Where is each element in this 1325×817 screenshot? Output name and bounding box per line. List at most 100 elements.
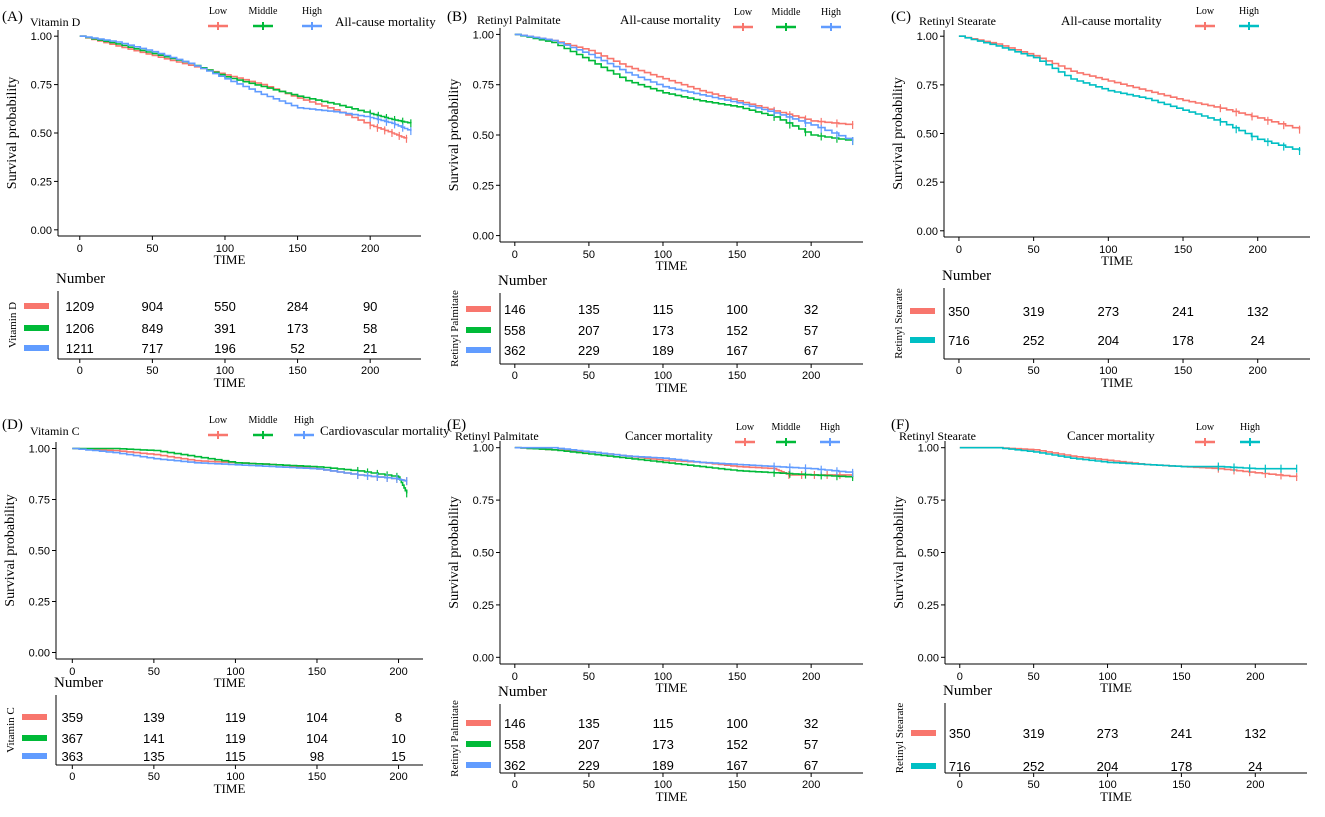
risk-table-x-tick-label: 200 (802, 779, 820, 791)
x-tick-label: 100 (654, 671, 672, 683)
y-tick-label: 0.00 (473, 652, 494, 664)
panel-variable: Retinyl Stearate (919, 14, 996, 28)
panel-outcome: Cancer mortality (625, 428, 713, 443)
legend-label: Low (1196, 6, 1215, 17)
risk-table-cell: 135 (143, 749, 165, 764)
y-tick-label: 0.50 (31, 128, 52, 140)
risk-table-x-tick-label: 50 (583, 779, 595, 791)
risk-table-cell: 119 (225, 731, 246, 746)
risk-table-color-key (910, 337, 935, 343)
survival-curve (958, 35, 1301, 151)
legend-label: High (294, 415, 314, 426)
risk-table-x-tick-label: 0 (957, 779, 963, 791)
risk-table-color-key (22, 753, 47, 759)
risk-table-cell: 716 (948, 333, 970, 348)
y-tick-label: 0.50 (918, 548, 939, 560)
panel-label: (B) (447, 9, 467, 25)
risk-table-cell: 849 (142, 321, 164, 336)
x-tick-label: 0 (512, 671, 518, 683)
y-tick-label: 1.00 (918, 443, 939, 455)
risk-table-cell: 52 (290, 341, 304, 356)
risk-table-cell: 57 (804, 323, 818, 338)
risk-table-cell: 21 (363, 341, 377, 356)
risk-table-y-title: Retinyl Palmitate (449, 290, 461, 367)
risk-table-x-tick-label: 50 (146, 365, 158, 377)
x-axis-title: TIME (656, 680, 688, 695)
x-tick-label: 200 (802, 249, 820, 261)
risk-table-cell: 904 (142, 299, 164, 314)
risk-table-x-tick-label: 50 (148, 771, 160, 783)
risk-table-x-tick-label: 100 (654, 779, 672, 791)
risk-table-cell: 67 (804, 343, 818, 358)
survival-curve (514, 33, 854, 141)
x-tick-label: 150 (728, 249, 746, 261)
y-tick-label: 0.25 (29, 596, 50, 608)
risk-table-color-key (466, 741, 491, 747)
risk-table-cell: 229 (578, 758, 600, 773)
risk-table-cell: 207 (578, 323, 600, 338)
risk-table-x-tick-label: 200 (361, 365, 379, 377)
risk-table-cell: 67 (804, 758, 818, 773)
panel-variable: Vitamin C (30, 424, 80, 438)
risk-table-x-tick-label: 200 (1249, 365, 1267, 377)
risk-table-cell: 717 (142, 341, 164, 356)
risk-table-cell: 24 (1250, 333, 1264, 348)
risk-table-color-key (466, 347, 491, 353)
legend-label: Low (1196, 422, 1215, 433)
x-tick-label: 150 (288, 243, 306, 255)
panel-outcome: Cancer mortality (1067, 428, 1155, 443)
risk-table-cell: 167 (726, 343, 748, 358)
y-axis-title: Survival probability (3, 494, 18, 606)
risk-table-cell: 135 (578, 716, 600, 731)
risk-table-x-tick-label: 100 (216, 365, 234, 377)
risk-table-cell: 550 (214, 299, 236, 314)
survival-curve (72, 447, 408, 494)
legend-label: Middle (249, 415, 278, 426)
panel-outcome: All-cause mortality (335, 14, 436, 29)
risk-table-x-tick-label: 50 (1028, 779, 1040, 791)
risk-table-color-key (22, 714, 47, 720)
risk-table-x-tick-label: 0 (77, 365, 83, 377)
risk-table-x-tick-label: 50 (1028, 365, 1040, 377)
survival-curve (514, 446, 854, 473)
x-axis-title: TIME (656, 258, 688, 273)
x-tick-label: 0 (512, 249, 518, 261)
risk-table-title: Number (942, 268, 991, 284)
panel-variable: Retinyl Palmitate (477, 13, 561, 27)
risk-table-x-tick-label: 0 (69, 771, 75, 783)
risk-table-cell: 252 (1023, 333, 1045, 348)
chart-panel: (B) Retinyl Palmitate All-cause mortality L… (447, 7, 863, 395)
x-tick-label: 200 (361, 243, 379, 255)
y-tick-label: 0.75 (918, 495, 939, 507)
risk-table-title: Number (56, 271, 105, 287)
risk-table-cell: 229 (578, 343, 600, 358)
y-tick-label: 1.00 (473, 29, 494, 41)
x-tick-label: 50 (1028, 244, 1040, 256)
y-tick-label: 0.50 (29, 546, 50, 558)
y-tick-label: 0.75 (917, 80, 938, 92)
x-tick-label: 50 (1028, 671, 1040, 683)
risk-table-title: Number (498, 273, 547, 289)
risk-table-cell: 241 (1172, 304, 1194, 319)
risk-table-cell: 104 (306, 710, 328, 725)
x-axis-title: TIME (214, 675, 246, 690)
risk-table-cell: 362 (504, 343, 526, 358)
risk-table-cell: 115 (225, 749, 246, 764)
risk-table-cell: 241 (1171, 726, 1193, 741)
risk-table-cell: 173 (287, 321, 309, 336)
risk-table-cell: 319 (1023, 726, 1045, 741)
risk-table-cell: 273 (1097, 726, 1119, 741)
risk-table-cell: 178 (1171, 759, 1193, 774)
risk-table-cell: 146 (504, 302, 526, 317)
x-axis-title: TIME (214, 252, 246, 267)
x-tick-label: 50 (583, 249, 595, 261)
risk-table-color-key (24, 345, 49, 351)
risk-table-x-tick-label: 150 (288, 365, 306, 377)
panel-label: (C) (891, 9, 911, 25)
risk-table-cell: 24 (1248, 759, 1262, 774)
y-tick-label: 0.75 (31, 80, 52, 92)
risk-table-cell: 284 (287, 299, 309, 314)
risk-table-cell: 189 (652, 343, 674, 358)
y-tick-label: 0.75 (473, 80, 494, 92)
